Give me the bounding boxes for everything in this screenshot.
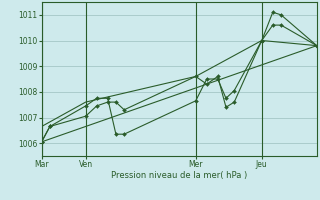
X-axis label: Pression niveau de la mer( hPa ): Pression niveau de la mer( hPa ): [111, 171, 247, 180]
